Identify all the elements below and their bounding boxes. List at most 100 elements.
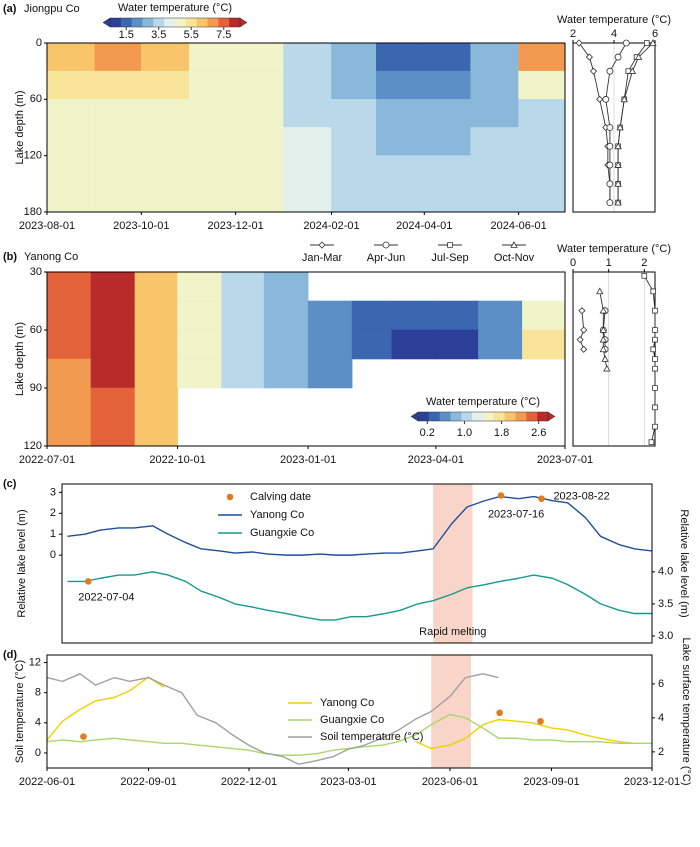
heatmap-cell (376, 127, 425, 156)
colorbar-step (164, 18, 176, 27)
x-tick-label: 2023-08-01 (19, 220, 75, 232)
y-tick-label: 0 (36, 37, 42, 49)
heatmap-cell (46, 99, 96, 128)
colorbar-step (131, 18, 143, 27)
heatmap-cell (518, 155, 566, 185)
heatmap-cell (235, 183, 284, 213)
heatmap-cell (263, 329, 309, 360)
colorbar-step (142, 18, 154, 27)
heatmap-cell (141, 42, 190, 72)
heatmap-cell (423, 127, 471, 156)
profile-marker (652, 307, 658, 314)
heatmap-cell (470, 183, 519, 213)
heatmap-cell (46, 271, 92, 302)
heatmap-cell (235, 70, 284, 100)
profile-marker (603, 364, 611, 372)
heatmap-cell (94, 127, 142, 156)
y2-tick-label: 3.5 (658, 598, 673, 610)
y-tick-label: 60 (30, 324, 42, 336)
profile-marker (652, 385, 658, 391)
calving-point (80, 733, 87, 740)
heatmap-cell (376, 99, 425, 128)
profile-marker (614, 142, 622, 150)
y2-tick-label: 4.0 (658, 566, 673, 578)
y-axis-title: Relative lake level (m) (16, 509, 28, 617)
plot-frame (46, 271, 566, 447)
colorbar-tick-label: 3.5 (151, 29, 166, 41)
heatmap-cell (141, 183, 190, 213)
heatmap-cell (283, 127, 332, 156)
x-tick-label: 2023-06-01 (422, 776, 478, 788)
heatmap-cell (94, 155, 142, 185)
heatmap-cell (188, 183, 236, 213)
colorbar-step (472, 412, 484, 421)
profile-marker (652, 356, 658, 362)
x-tick-label: 2024-02-01 (303, 220, 359, 232)
colorbar-step (218, 18, 230, 27)
heatmap-cell (46, 329, 92, 360)
calving-point (537, 717, 544, 725)
legend-marker (318, 241, 326, 249)
profile-marker (589, 67, 598, 75)
y-tick-label: 8 (35, 687, 41, 699)
y-tick-label: 30 (30, 266, 42, 278)
heatmap-cell (46, 155, 96, 185)
y-axis-title: Soil temperature (°C) (14, 660, 26, 763)
profile-marker (606, 124, 614, 131)
heatmap-cell (283, 42, 332, 72)
plot-frame (572, 42, 656, 213)
colorbar-step (483, 412, 495, 421)
x-tick-label: 2022-06-01 (19, 776, 75, 788)
profile-marker (634, 53, 643, 60)
y2-tick-label: 3.0 (658, 630, 673, 642)
colorbar-step (450, 412, 462, 421)
x-tick-label: 2023-12-01 (208, 220, 264, 232)
heatmap-cell (134, 358, 178, 389)
colorbar-title: Water temperature (°C) (426, 396, 540, 408)
colorbar-step (537, 412, 549, 421)
heatmap-cell (283, 99, 332, 128)
shaded-period (431, 655, 471, 768)
heatmap-cell (188, 99, 236, 128)
heatmap-cell (478, 300, 523, 331)
heatmap-cell (307, 329, 353, 360)
profile-marker (652, 336, 658, 343)
x-tick-label: 2023-12-01 (624, 776, 680, 788)
profile-marker (602, 96, 610, 103)
legend-label: Jul-Sep (431, 252, 468, 264)
colorbar-frame (109, 17, 241, 28)
heatmap-cell (307, 300, 353, 331)
heatmap-cell (391, 329, 437, 360)
x-tick-label: 2023-04-01 (408, 454, 464, 466)
x-tick-label: 2023-01-01 (280, 454, 336, 466)
heatmap-cell (435, 329, 479, 360)
profile-marker (585, 53, 593, 61)
heatmap-cell (518, 183, 566, 213)
profile-marker (575, 39, 583, 47)
x-tick-label: 2023-03-01 (320, 776, 376, 788)
y-tick-label: 60 (30, 93, 42, 105)
y2-tick-label: 6 (658, 678, 664, 690)
profile-marker (599, 335, 607, 343)
calving-point (497, 492, 505, 499)
legend-label: Oct-Nov (494, 252, 535, 264)
profile-marker (648, 439, 655, 445)
heatmap-cell (263, 300, 309, 331)
profile-marker (650, 288, 657, 295)
heatmap-cell (134, 271, 178, 302)
calving-label: 2023-07-16 (488, 508, 544, 520)
colorbar-step (428, 412, 440, 421)
heatmap-cell (221, 271, 265, 302)
panel-title: Jiongpu Co (24, 3, 80, 15)
colorbar-step (526, 412, 538, 421)
profile-marker (649, 39, 657, 46)
y-axis-title: Lake depth (m) (14, 91, 26, 165)
heatmap-cell (94, 183, 142, 213)
legend-marker (510, 241, 518, 248)
heatmap-cell (331, 42, 377, 72)
y2-axis-title: Relative lake level (m) (678, 509, 690, 617)
x-tick-label: 6 (652, 28, 658, 40)
heatmap-cell (134, 329, 178, 360)
heatmap-cell (376, 183, 425, 213)
calving-point (538, 495, 545, 502)
